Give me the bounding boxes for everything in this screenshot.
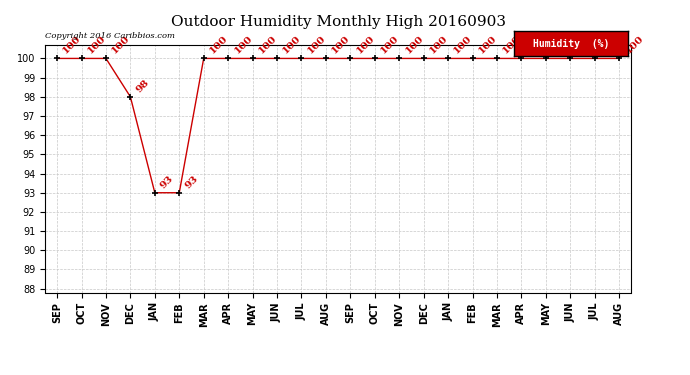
Text: 100: 100: [477, 34, 498, 56]
Text: 100: 100: [86, 34, 108, 56]
Title: Outdoor Humidity Monthly High 20160903: Outdoor Humidity Monthly High 20160903: [170, 15, 506, 29]
Text: 93: 93: [184, 174, 200, 190]
Text: 100: 100: [623, 34, 645, 56]
Text: 100: 100: [233, 34, 254, 56]
Text: Copyright 2016 Caribbios.com: Copyright 2016 Caribbios.com: [45, 32, 175, 40]
Text: 98: 98: [135, 78, 151, 94]
Text: 93: 93: [159, 174, 175, 190]
Text: 100: 100: [330, 34, 352, 56]
Text: 100: 100: [208, 34, 230, 56]
Text: 100: 100: [306, 34, 327, 56]
Text: 100: 100: [428, 34, 450, 56]
Text: 100: 100: [501, 34, 523, 56]
Text: 100: 100: [599, 34, 620, 56]
Text: 100: 100: [355, 34, 376, 56]
Text: 100: 100: [550, 34, 572, 56]
Text: 100: 100: [379, 34, 401, 56]
Text: 100: 100: [257, 34, 279, 56]
Text: 100: 100: [110, 34, 132, 56]
Text: 100: 100: [526, 34, 547, 56]
Text: 100: 100: [61, 34, 83, 56]
Text: 100: 100: [452, 34, 474, 56]
Text: 100: 100: [281, 34, 303, 56]
Text: 100: 100: [574, 34, 596, 56]
Text: 100: 100: [404, 34, 425, 56]
